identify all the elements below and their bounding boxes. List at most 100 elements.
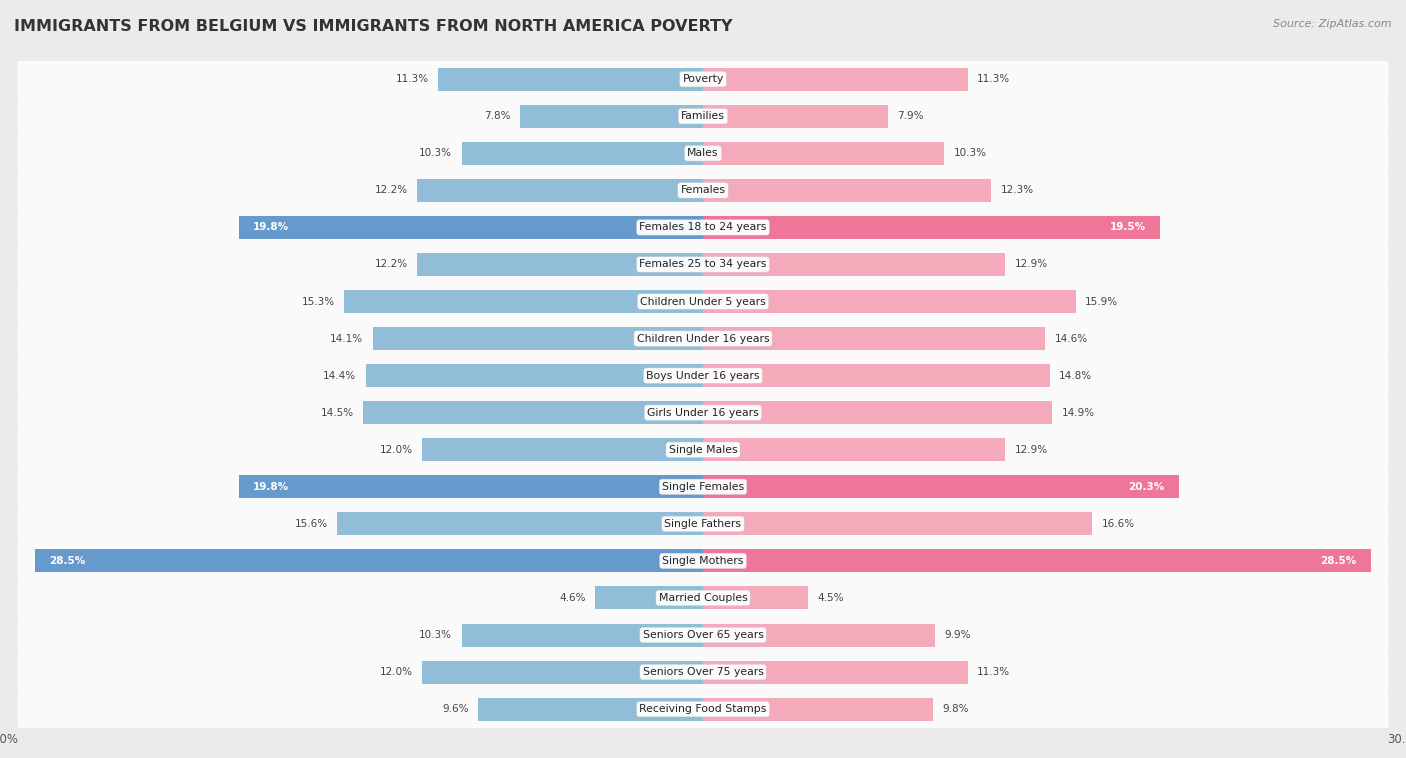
Text: Females 18 to 24 years: Females 18 to 24 years: [640, 222, 766, 233]
FancyBboxPatch shape: [18, 392, 1389, 434]
Text: Boys Under 16 years: Boys Under 16 years: [647, 371, 759, 381]
Bar: [703, 327, 1045, 350]
FancyBboxPatch shape: [18, 465, 1389, 508]
Text: 15.3%: 15.3%: [302, 296, 335, 306]
Text: 28.5%: 28.5%: [1320, 556, 1357, 566]
Text: Children Under 16 years: Children Under 16 years: [637, 334, 769, 343]
Text: Poverty: Poverty: [682, 74, 724, 84]
FancyBboxPatch shape: [18, 577, 1389, 619]
FancyBboxPatch shape: [18, 243, 1389, 286]
Text: Single Males: Single Males: [669, 445, 737, 455]
Bar: [366, 364, 703, 387]
Text: 14.8%: 14.8%: [1059, 371, 1092, 381]
Text: Single Fathers: Single Fathers: [665, 519, 741, 529]
FancyBboxPatch shape: [18, 355, 1389, 396]
Text: 19.5%: 19.5%: [1109, 222, 1146, 233]
Bar: [703, 253, 1005, 276]
Bar: [703, 179, 991, 202]
Bar: [703, 587, 808, 609]
Text: Single Mothers: Single Mothers: [662, 556, 744, 566]
Text: 19.8%: 19.8%: [253, 222, 290, 233]
FancyBboxPatch shape: [18, 651, 1389, 694]
Bar: [422, 438, 703, 461]
Text: 10.3%: 10.3%: [419, 630, 453, 640]
Bar: [363, 401, 703, 424]
Text: 30.0%: 30.0%: [1388, 733, 1406, 746]
FancyBboxPatch shape: [18, 169, 1389, 211]
Text: 15.6%: 15.6%: [295, 519, 328, 529]
Bar: [373, 327, 703, 350]
FancyBboxPatch shape: [18, 614, 1389, 656]
Bar: [239, 475, 703, 498]
Bar: [703, 475, 1178, 498]
Text: 30.0%: 30.0%: [0, 733, 18, 746]
Bar: [520, 105, 703, 127]
FancyBboxPatch shape: [18, 58, 1389, 100]
FancyBboxPatch shape: [18, 318, 1389, 360]
Text: 20.3%: 20.3%: [1129, 482, 1164, 492]
Bar: [35, 550, 703, 572]
Bar: [703, 364, 1050, 387]
Bar: [703, 105, 889, 127]
Text: 14.5%: 14.5%: [321, 408, 354, 418]
Text: 12.3%: 12.3%: [1001, 186, 1033, 196]
Text: 11.3%: 11.3%: [977, 667, 1011, 677]
Text: 14.4%: 14.4%: [323, 371, 356, 381]
Text: Females 25 to 34 years: Females 25 to 34 years: [640, 259, 766, 269]
Text: Married Couples: Married Couples: [658, 593, 748, 603]
Text: Families: Families: [681, 111, 725, 121]
Bar: [703, 438, 1005, 461]
Bar: [418, 253, 703, 276]
Legend: Immigrants from Belgium, Immigrants from North America: Immigrants from Belgium, Immigrants from…: [486, 755, 920, 758]
Text: 9.6%: 9.6%: [441, 704, 468, 714]
Text: 28.5%: 28.5%: [49, 556, 86, 566]
FancyBboxPatch shape: [18, 206, 1389, 249]
Bar: [703, 697, 932, 721]
FancyBboxPatch shape: [18, 428, 1389, 471]
Bar: [422, 661, 703, 684]
Bar: [703, 661, 967, 684]
Bar: [703, 512, 1092, 535]
Text: 12.2%: 12.2%: [374, 186, 408, 196]
Bar: [703, 624, 935, 647]
Text: 7.9%: 7.9%: [897, 111, 924, 121]
Text: 4.6%: 4.6%: [560, 593, 586, 603]
FancyBboxPatch shape: [18, 95, 1389, 137]
Text: 12.9%: 12.9%: [1015, 445, 1047, 455]
Bar: [703, 142, 945, 164]
Text: Seniors Over 75 years: Seniors Over 75 years: [643, 667, 763, 677]
Bar: [478, 697, 703, 721]
Bar: [461, 142, 703, 164]
FancyBboxPatch shape: [18, 132, 1389, 174]
Text: Seniors Over 65 years: Seniors Over 65 years: [643, 630, 763, 640]
Bar: [418, 179, 703, 202]
Text: 16.6%: 16.6%: [1101, 519, 1135, 529]
Bar: [439, 67, 703, 91]
Bar: [703, 67, 967, 91]
FancyBboxPatch shape: [18, 688, 1389, 730]
Text: 14.1%: 14.1%: [330, 334, 363, 343]
Text: 15.9%: 15.9%: [1085, 296, 1118, 306]
Text: 12.0%: 12.0%: [380, 667, 412, 677]
Text: 19.8%: 19.8%: [253, 482, 290, 492]
Text: IMMIGRANTS FROM BELGIUM VS IMMIGRANTS FROM NORTH AMERICA POVERTY: IMMIGRANTS FROM BELGIUM VS IMMIGRANTS FR…: [14, 19, 733, 34]
Bar: [461, 624, 703, 647]
Text: 7.8%: 7.8%: [484, 111, 510, 121]
Bar: [703, 401, 1052, 424]
Bar: [703, 290, 1076, 313]
Text: 10.3%: 10.3%: [953, 149, 987, 158]
FancyBboxPatch shape: [18, 540, 1389, 582]
Bar: [337, 512, 703, 535]
Text: Females: Females: [681, 186, 725, 196]
Text: Source: ZipAtlas.com: Source: ZipAtlas.com: [1274, 19, 1392, 29]
Text: 12.2%: 12.2%: [374, 259, 408, 269]
Bar: [344, 290, 703, 313]
Text: 11.3%: 11.3%: [395, 74, 429, 84]
FancyBboxPatch shape: [18, 503, 1389, 545]
Text: 12.9%: 12.9%: [1015, 259, 1047, 269]
Text: 9.8%: 9.8%: [942, 704, 969, 714]
Text: 10.3%: 10.3%: [419, 149, 453, 158]
Bar: [595, 587, 703, 609]
Text: Girls Under 16 years: Girls Under 16 years: [647, 408, 759, 418]
Text: 14.6%: 14.6%: [1054, 334, 1088, 343]
